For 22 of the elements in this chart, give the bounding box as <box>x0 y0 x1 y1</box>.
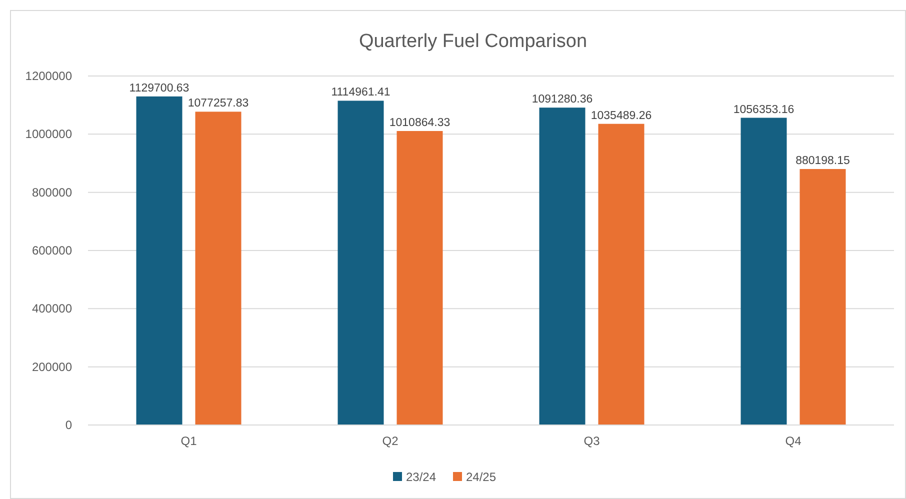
x-tick-label: Q1 <box>180 434 198 448</box>
y-tick-label: 200000 <box>32 360 72 374</box>
data-label: 1056353.16 <box>733 104 794 116</box>
y-tick-label: 0 <box>65 418 72 432</box>
legend-label: 23/24 <box>406 470 436 484</box>
x-tick-label: Q4 <box>785 434 802 448</box>
data-label: 1010864.33 <box>389 117 450 130</box>
y-tick-label: 400000 <box>32 302 72 316</box>
y-tick-label: 800000 <box>32 185 72 200</box>
legend-label: 24/25 <box>466 470 496 484</box>
data-label: 1129700.63 <box>129 82 190 94</box>
data-label: 1077257.83 <box>188 98 249 110</box>
data-label: 1091280.36 <box>532 94 593 106</box>
chart-title: Quarterly Fuel Comparison <box>358 31 588 52</box>
y-tick-label: 600000 <box>32 244 72 258</box>
y-tick-label: 1000000 <box>25 127 72 142</box>
data-label: 1035489.26 <box>590 110 652 122</box>
data-label: 880198.15 <box>796 155 850 168</box>
data-label: 1114961.41 <box>331 86 390 99</box>
x-tick-label: Q3 <box>584 434 600 448</box>
y-tick-label: 1200000 <box>25 69 72 83</box>
x-tick-label: Q2 <box>382 434 399 448</box>
